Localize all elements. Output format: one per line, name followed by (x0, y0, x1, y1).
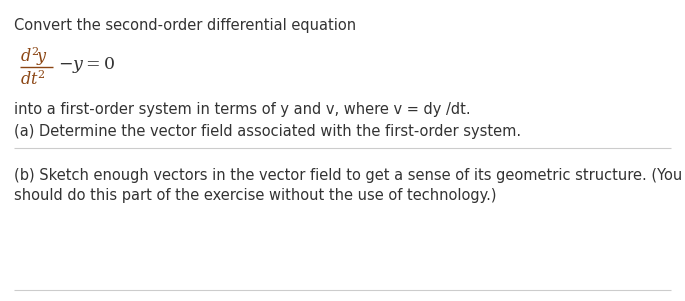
Text: (b) Sketch enough vectors in the vector field to get a sense of its geometric st: (b) Sketch enough vectors in the vector … (14, 168, 682, 183)
Text: into a first-order system in terms of y and v, where v = dy /dt.: into a first-order system in terms of y … (14, 102, 471, 117)
Text: should do this part of the exercise without the use of technology.): should do this part of the exercise with… (14, 188, 497, 203)
Text: $- y = 0$: $- y = 0$ (58, 55, 115, 75)
Text: Convert the second-order differential equation: Convert the second-order differential eq… (14, 18, 356, 33)
Text: $dt^2$: $dt^2$ (20, 69, 46, 88)
Text: $d^2\!y$: $d^2\!y$ (20, 45, 48, 68)
Text: (a) Determine the vector field associated with the first-order system.: (a) Determine the vector field associate… (14, 124, 521, 139)
